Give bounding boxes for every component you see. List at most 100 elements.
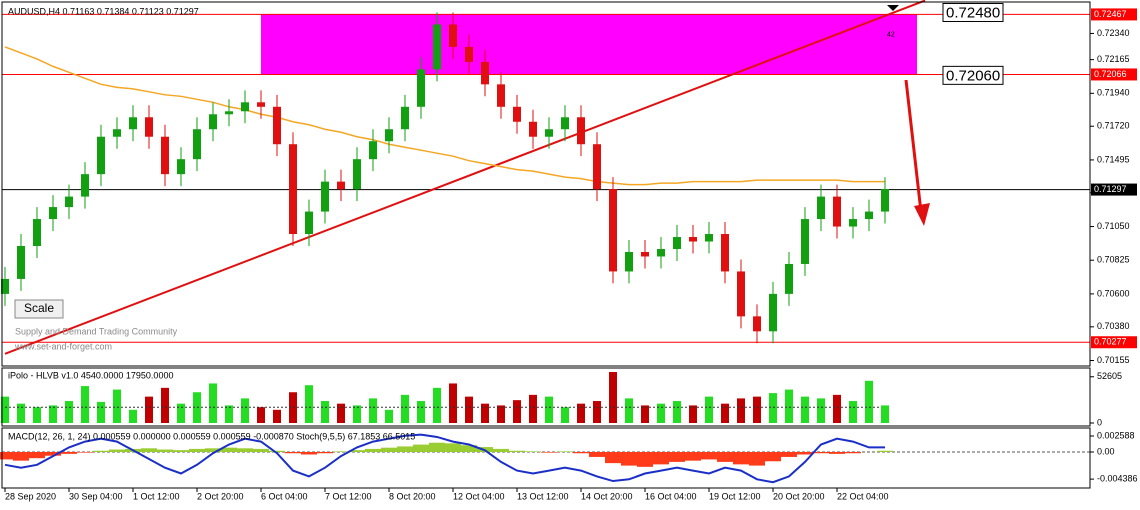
macd-bar [797,452,813,455]
y-tick-label: 0.71940 [1097,88,1130,98]
x-tick-label: 28 Sep 2020 [5,491,56,501]
macd-bar [397,446,413,453]
candle-body [689,237,697,242]
volume-bar [97,401,105,423]
macd-bar [557,451,573,453]
volume-title: iPolo - HLVB v1.0 4540.0000 17950.0000 [8,370,173,380]
price-label: 0.72060 [946,67,1000,84]
candle-body [113,129,121,137]
macd-bar [61,452,77,454]
macd-bar [445,443,461,453]
volume-bar [737,398,745,423]
x-tick-label: 13 Oct 12:00 [517,491,569,501]
price-label-box [942,2,1004,22]
volume-bar [273,409,281,423]
candle-body [673,237,681,249]
macd-bar [301,452,317,455]
candle-body [529,121,537,137]
price-line-box [1091,68,1137,81]
volume-bar [721,403,729,423]
candle-body [833,196,841,227]
macd-bar [221,447,237,453]
volume-bar [449,383,457,423]
macd-bar [765,452,781,462]
price-line-label: 0.71297 [1094,184,1127,194]
moving-average [4,46,885,186]
candle-body [449,24,457,47]
trendline [4,0,926,355]
macd-bar [77,452,93,453]
macd-bar [365,448,381,453]
macd-bar [285,452,301,454]
candle-body [385,129,393,142]
x-tick-label: 6 Oct 04:00 [261,491,308,501]
y-tick-label: 0 [1097,417,1102,427]
macd-bar [333,451,349,453]
x-tick-label: 14 Oct 20:00 [581,491,633,501]
candle-body [481,61,489,85]
volume-bar [593,401,601,423]
price-panel-frame [1,1,1091,367]
volume-bar [577,403,585,423]
candle-body [705,234,713,242]
candle-body [657,248,665,257]
candle-body [97,136,105,175]
y-tick-label: -0.004386 [1097,473,1138,483]
candle-body [801,219,809,264]
x-tick-label: 1 Oct 12:00 [133,491,180,501]
macd-bar [349,450,365,453]
macd-bar [829,452,845,454]
button-frame[interactable] [14,299,64,319]
candle-body [737,271,745,317]
y-tick-label: 0.70825 [1097,255,1130,265]
volume-bar [561,407,569,423]
candle-body [609,189,617,272]
candle-body [577,117,585,145]
macd-bar [45,452,61,456]
candle-body [1,278,9,294]
volume-bar [385,409,393,423]
chart-title: AUDUSD,H4 0.71163 0.71384 0.71123 0.7129… [8,6,199,16]
volume-bar [673,401,681,423]
candle-body [65,196,73,208]
candle-body [769,293,777,332]
macd-panel-frame [1,427,1091,489]
volume-bar [209,383,217,423]
macd-bar [573,452,589,454]
macd-bar [541,452,557,453]
macd-bar [381,447,397,453]
price-line-label: 0.72467 [1094,9,1127,19]
supply-zone [261,14,917,75]
macd-bar [493,448,509,453]
y-tick-label: 0.002588 [1097,430,1135,440]
macd-bar [877,450,893,453]
candle-body [49,207,57,220]
candle-body [561,117,569,130]
volume-bar [161,387,169,423]
button-label[interactable]: Scale [24,301,54,315]
candle-body [337,181,345,190]
candle-body [257,102,265,107]
candle-body [513,106,521,122]
candle-body [273,106,281,145]
y-tick-label: 52605 [1097,371,1122,381]
macd-bar [637,452,653,467]
scale-button[interactable]: Scale [14,299,64,319]
volume-bar [177,403,185,423]
volume-bar [513,400,521,423]
volume-bar [353,405,361,423]
volume-bar [17,403,25,423]
candle-body [209,114,217,130]
macd-bar [525,451,541,453]
candle-body [81,174,89,197]
volume-bar [657,403,665,423]
macd-bar [701,452,717,460]
macd-bar [813,452,829,454]
volume-bar [49,405,57,423]
macd-bar [621,452,637,466]
macd-bar [253,448,269,453]
volume-bar [497,405,505,423]
volume-bar [225,405,233,423]
x-tick-label: 12 Oct 04:00 [453,491,505,501]
volume-bar [129,409,137,423]
